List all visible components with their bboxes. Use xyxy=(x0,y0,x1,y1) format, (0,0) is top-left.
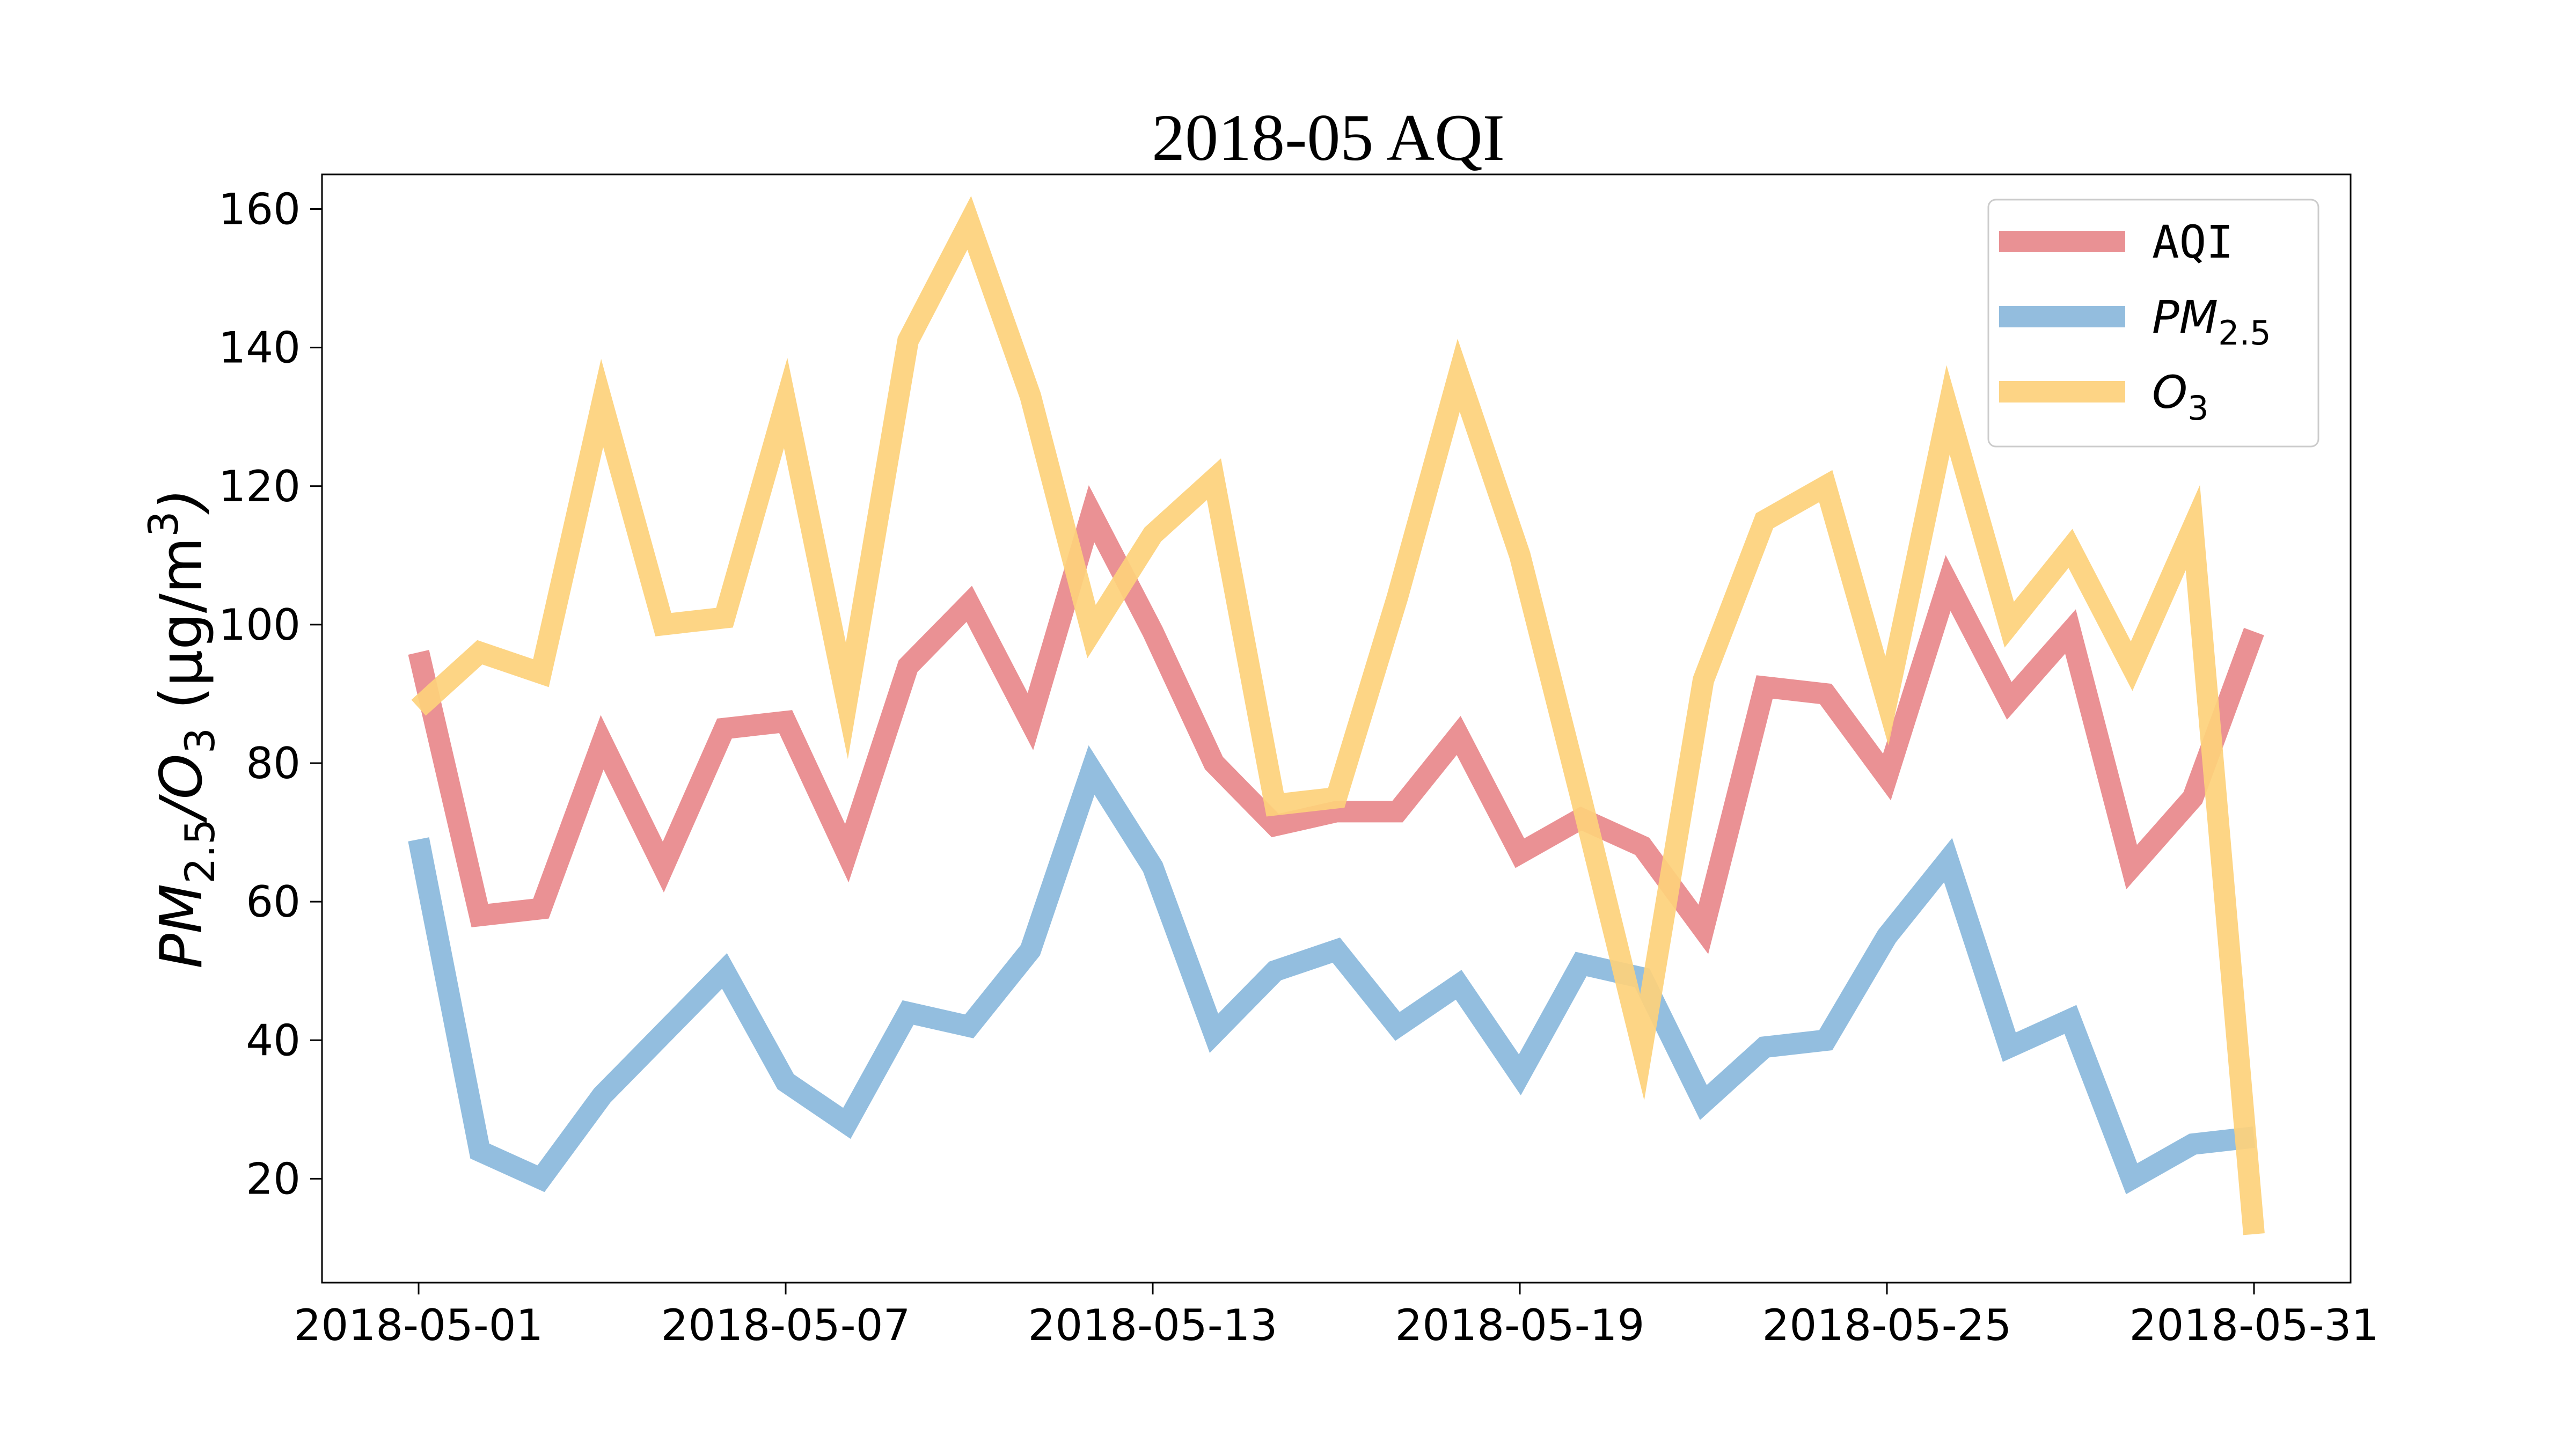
y-tick-label: 120 xyxy=(218,462,301,511)
y-axis-label: PM2.5/O3 (μg/m3) xyxy=(140,488,224,969)
y-axis: 20 40 60 80 100 120 140 160 xyxy=(218,185,322,1204)
series-line-aqi xyxy=(408,485,2264,954)
x-tick-label: 2018-05-01 xyxy=(294,1300,544,1350)
series-layer xyxy=(408,196,2265,1235)
chart-title: 2018-05 AQI xyxy=(1152,101,1505,174)
y-tick-label: 100 xyxy=(218,600,301,650)
x-tick-label: 2018-05-13 xyxy=(1028,1300,1278,1350)
x-tick-label: 2018-05-25 xyxy=(1762,1300,2012,1350)
x-tick-label: 2018-05-31 xyxy=(2129,1300,2379,1350)
y-tick-label: 40 xyxy=(246,1015,301,1065)
plot-frame xyxy=(321,173,2352,1284)
y-tick-label: 20 xyxy=(246,1154,301,1204)
legend: AQI PM2.5 O3 xyxy=(1987,199,2319,448)
series-line-pm25 xyxy=(408,745,2256,1195)
x-tick-label: 2018-05-07 xyxy=(661,1300,911,1350)
y-tick-label: 80 xyxy=(246,738,301,788)
legend-label-o3: O3 xyxy=(2152,366,2209,428)
legend-label-aqi: AQI xyxy=(2152,216,2234,268)
legend-label-pm25: PM2.5 xyxy=(2152,291,2271,353)
y-tick-label: 60 xyxy=(246,877,301,927)
y-tick-label: 160 xyxy=(218,185,301,235)
x-axis: 2018-05-01 2018-05-07 2018-05-13 2018-05-19… xyxy=(294,1283,2379,1350)
y-tick-label: 140 xyxy=(218,323,301,373)
series-line-o3 xyxy=(411,196,2265,1235)
x-tick-label: 2018-05-19 xyxy=(1395,1300,1645,1350)
